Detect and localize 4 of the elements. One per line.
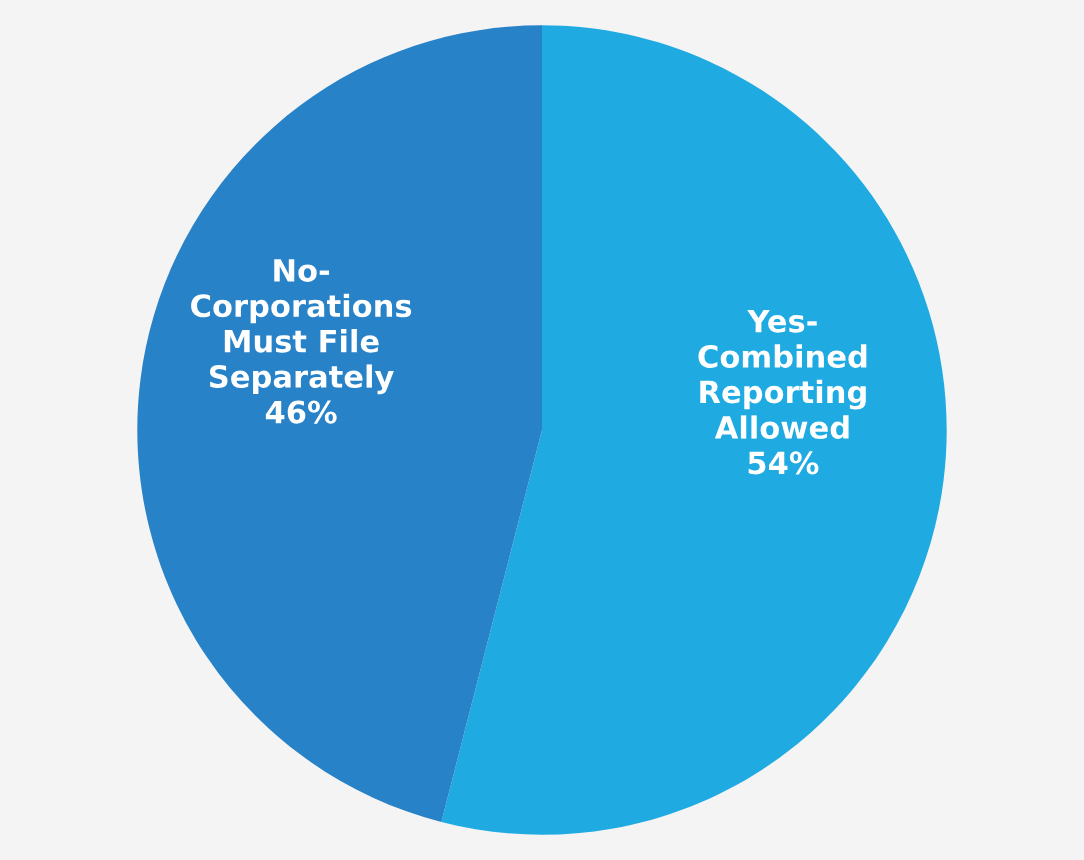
data-label: 54% [748,451,819,475]
data-label: 46% [265,400,337,424]
slice-label: No- Corporations Must File Separately [191,259,412,395]
slice-label: Yes- Combined Reporting Allowed [698,309,867,440]
